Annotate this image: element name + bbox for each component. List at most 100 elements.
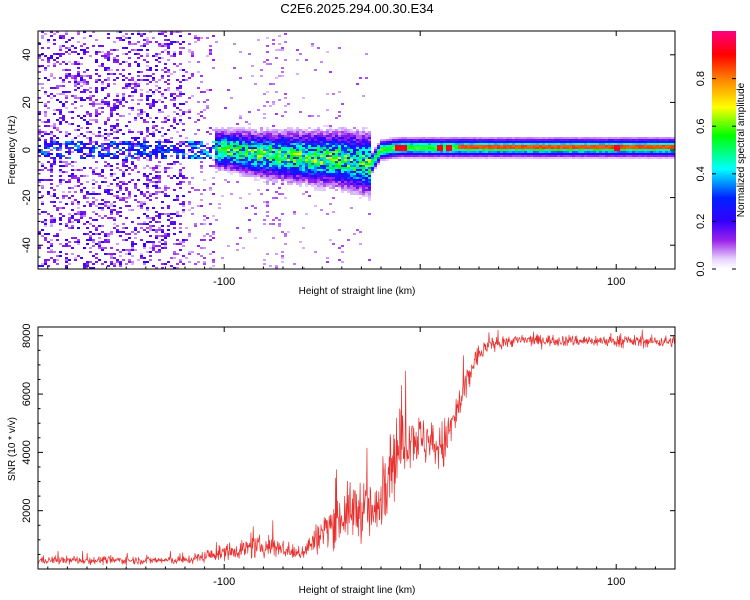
spectrogram-cell [599, 139, 602, 141]
spectrogram-cell [422, 147, 425, 149]
spectrogram-cell [53, 143, 56, 145]
spectrogram-cell [203, 157, 206, 159]
spectrogram-cell [281, 183, 284, 185]
spectrogram-cell [614, 155, 617, 157]
spectrogram-cell [224, 145, 227, 147]
spectrogram-cell [296, 173, 299, 175]
spectrogram-cell [176, 253, 179, 255]
spectrogram-cell [287, 137, 290, 139]
spectrogram-cell [143, 121, 146, 123]
spectrogram-cell [272, 103, 275, 105]
spectrogram-cell [77, 149, 80, 151]
spectrogram-cell [182, 209, 185, 211]
spectrogram-cell [278, 219, 281, 221]
spectrogram-cell [74, 137, 77, 139]
spectrogram-cell [50, 257, 53, 259]
spectrogram-cell [314, 169, 317, 171]
spectrogram-cell [62, 195, 65, 197]
spectrogram-cell [602, 147, 605, 149]
spectrogram-cell [368, 161, 371, 163]
colorbar-tick-label: 0.0 [695, 261, 707, 276]
spectrogram-cell [335, 133, 338, 135]
spectrogram-cell [212, 165, 215, 167]
spectrogram-cell [230, 165, 233, 167]
spectrogram-cell [461, 153, 464, 155]
spectrogram-cell [392, 139, 395, 141]
spectrogram-cell [281, 173, 284, 175]
spectrogram-cell [320, 137, 323, 139]
spectrogram-cell [77, 185, 80, 187]
spectrogram-cell [503, 137, 506, 139]
spectrogram-cell [332, 151, 335, 153]
spectrogram-cell [143, 79, 146, 81]
spectrogram-cell [512, 149, 515, 151]
spectrogram-cell [140, 99, 143, 101]
spectrogram-cell [512, 151, 515, 153]
spectrogram-cell [167, 87, 170, 89]
spectrogram-cell [389, 157, 392, 159]
spectrogram-cell [212, 147, 215, 149]
spectrogram-cell [104, 177, 107, 179]
spectrogram-cell [167, 215, 170, 217]
spectrogram-cell [326, 129, 329, 131]
spectrogram-cell [380, 149, 383, 151]
spectrogram-cell [89, 131, 92, 133]
spectrogram-cell [512, 153, 515, 155]
spectrogram-cell [344, 159, 347, 161]
spectrogram-cell [188, 191, 191, 193]
spectrogram-cell [110, 153, 113, 155]
spectrogram-cell [353, 135, 356, 137]
spectrogram-cell [92, 157, 95, 159]
spectrogram-cell [296, 137, 299, 139]
spectrogram-cell [329, 163, 332, 165]
spectrogram-cell [116, 119, 119, 121]
spectrogram-cell [665, 153, 668, 155]
spectrogram-cell [404, 155, 407, 157]
spectrogram-cell [176, 199, 179, 201]
spectrogram-cell [50, 179, 53, 181]
spectrogram-cell [137, 85, 140, 87]
spectrogram-cell [179, 183, 182, 185]
spectrogram-cell [236, 149, 239, 151]
spectrogram-cell [122, 193, 125, 195]
spectrogram-cell [320, 159, 323, 161]
spectrogram-cell [527, 151, 530, 153]
spectrogram-cell [350, 177, 353, 179]
spectrogram-cell [131, 43, 134, 45]
spectrogram-cell [659, 143, 662, 145]
spectrogram-cell [77, 97, 80, 99]
spectrogram-cell [197, 119, 200, 121]
spectrogram-cell [221, 131, 224, 133]
spectrogram-cell [236, 227, 239, 229]
spectrogram-cell [233, 165, 236, 167]
spectrogram-cell [356, 181, 359, 183]
spectrogram-cell [83, 147, 86, 149]
spectrogram-cell [281, 161, 284, 163]
spectrogram-cell [278, 173, 281, 175]
spectrogram-cell [335, 157, 338, 159]
spectrogram-cell [374, 151, 377, 153]
spectrogram-cell [329, 153, 332, 155]
spectrogram-cell [107, 217, 110, 219]
spectrogram-cell [137, 79, 140, 81]
spectrogram-cell [377, 159, 380, 161]
spectrogram-cell [41, 165, 44, 167]
spectrogram-cell [77, 33, 80, 35]
spectrogram-cell [149, 167, 152, 169]
spectrogram-cell [68, 123, 71, 125]
spectrogram-cell [161, 69, 164, 71]
spectrogram-cell [44, 263, 47, 265]
spectrogram-cell [191, 147, 194, 149]
spectrogram-cell [299, 151, 302, 153]
spectrogram-cell [176, 95, 179, 97]
spectrogram-cell [506, 155, 509, 157]
spectrogram-cell [623, 157, 626, 159]
spectrogram-cell [248, 157, 251, 159]
spectrogram-cell [317, 133, 320, 135]
spectrogram-cell [245, 207, 248, 209]
spectrogram-cell [245, 133, 248, 135]
spectrogram-cell [221, 169, 224, 171]
spectrogram-cell [50, 131, 53, 133]
spectrogram-cell [215, 139, 218, 141]
spectrogram-cell [434, 153, 437, 155]
